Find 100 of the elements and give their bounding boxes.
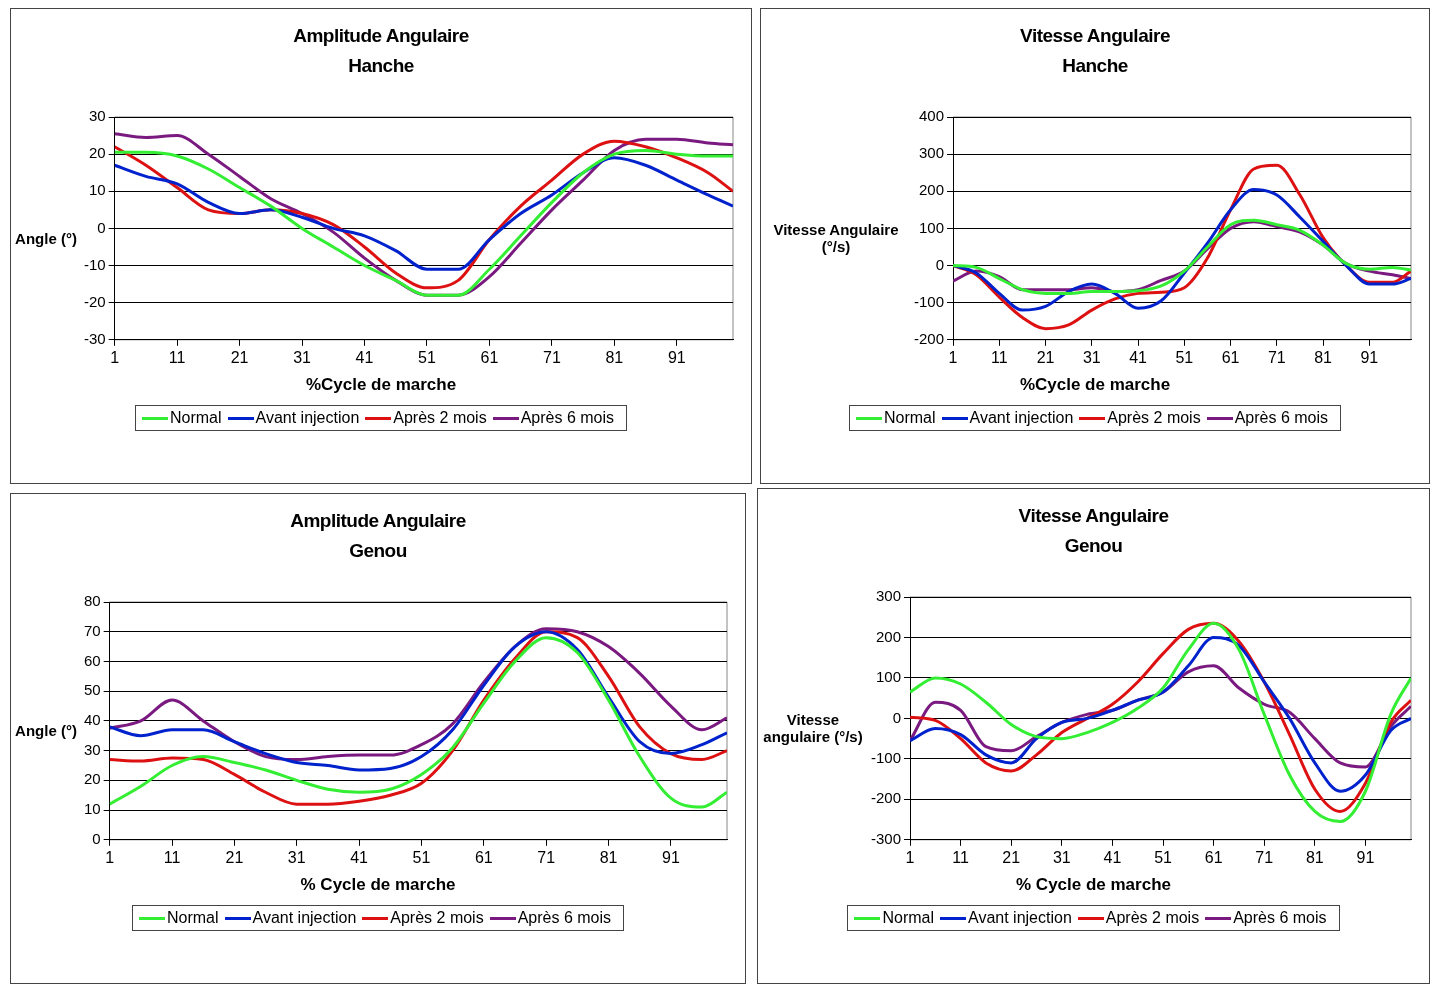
x-tick-label: 41 bbox=[355, 348, 374, 366]
y-tick-label: -30 bbox=[83, 329, 106, 347]
legend-label: Normal bbox=[883, 409, 936, 427]
chart-title: Amplitude Angulaire bbox=[289, 509, 467, 533]
x-tick-label: 61 bbox=[1221, 348, 1240, 366]
y-tick-label: 30 bbox=[88, 107, 106, 125]
chart-title: Vitesse Angulaire bbox=[1017, 504, 1170, 528]
x-tick-label: 11 bbox=[952, 848, 970, 866]
x-axis-title: %Cycle de marche bbox=[304, 375, 458, 395]
legend-label: Après 2 mois bbox=[1107, 409, 1201, 427]
chart-subtitle: Genou bbox=[348, 539, 408, 563]
legend-label: Après 6 mois bbox=[1234, 409, 1329, 427]
x-tick-label: 21 bbox=[225, 848, 244, 866]
x-tick-label: 71 bbox=[1267, 348, 1286, 366]
legend-label: Avant injection bbox=[968, 909, 1072, 927]
y-axis-title: Vitesse Angulaire (°/s) bbox=[772, 221, 900, 255]
x-tick-label: 51 bbox=[1154, 848, 1173, 866]
x-axis-title: % Cycle de marche bbox=[1015, 875, 1172, 895]
x-tick-label: 41 bbox=[1103, 848, 1122, 866]
x-tick-label: 1 bbox=[948, 348, 958, 366]
x-tick-label: 71 bbox=[537, 848, 556, 866]
x-tick-label: 31 bbox=[1082, 348, 1101, 366]
y-tick-label: -100 bbox=[870, 749, 902, 767]
y-tick-label: 100 bbox=[875, 668, 902, 686]
x-tick-label: 81 bbox=[1314, 348, 1333, 366]
legend-label: Avant injection bbox=[969, 409, 1074, 427]
y-tick-label: 200 bbox=[875, 627, 902, 645]
x-tick-label: 41 bbox=[1129, 348, 1148, 366]
x-tick-label: 11 bbox=[163, 848, 181, 866]
legend-label: Après 2 mois bbox=[393, 409, 487, 427]
x-tick-label: 31 bbox=[287, 848, 306, 866]
y-tick-label: 70 bbox=[84, 621, 101, 639]
x-tick-label: 61 bbox=[480, 348, 499, 366]
y-tick-label: 0 bbox=[935, 255, 945, 273]
y-tick-label: 0 bbox=[92, 829, 101, 847]
y-tick-label: 300 bbox=[875, 587, 902, 605]
y-tick-label: -200 bbox=[870, 789, 902, 807]
chart-title: Vitesse Angulaire bbox=[1019, 24, 1171, 48]
x-tick-label: 91 bbox=[667, 348, 686, 366]
legend-label: Normal bbox=[166, 909, 219, 927]
x-tick-label: 1 bbox=[110, 348, 120, 366]
x-tick-label: 51 bbox=[418, 348, 436, 366]
x-axis-title: %Cycle de marche bbox=[1018, 375, 1172, 395]
chart-subtitle: Hanche bbox=[1061, 54, 1129, 78]
chart-subtitle: Genou bbox=[1063, 534, 1124, 558]
legend-label: Après 6 mois bbox=[520, 409, 615, 427]
x-tick-label: 91 bbox=[1360, 348, 1379, 366]
x-tick-label: 21 bbox=[230, 348, 249, 366]
legend-label: Après 6 mois bbox=[517, 909, 612, 927]
legend-label: Après 6 mois bbox=[1233, 909, 1327, 927]
x-tick-label: 51 bbox=[1175, 348, 1194, 366]
y-axis-title: Vitesse angulaire (°/s) bbox=[762, 711, 864, 745]
x-tick-label: 91 bbox=[661, 848, 680, 866]
legend-label: Avant injection bbox=[255, 409, 360, 427]
legend-label: Après 2 mois bbox=[1105, 909, 1200, 927]
x-axis-title: % Cycle de marche bbox=[299, 875, 457, 895]
chart-subtitle: Hanche bbox=[347, 54, 415, 78]
y-tick-label: -10 bbox=[83, 255, 106, 273]
y-tick-label: 20 bbox=[88, 144, 106, 162]
y-tick-label: 400 bbox=[918, 107, 945, 125]
x-tick-label: 31 bbox=[293, 348, 312, 366]
y-tick-label: -200 bbox=[913, 329, 945, 347]
legend-label: Après 2 mois bbox=[390, 909, 484, 927]
x-tick-label: 71 bbox=[542, 348, 561, 366]
y-tick-label: 50 bbox=[84, 681, 101, 699]
x-tick-label: 81 bbox=[605, 348, 624, 366]
x-tick-label: 81 bbox=[1305, 848, 1324, 866]
x-tick-label: 41 bbox=[350, 848, 369, 866]
y-tick-label: 200 bbox=[918, 181, 945, 199]
x-tick-label: 1 bbox=[905, 848, 915, 866]
x-tick-label: 11 bbox=[168, 348, 186, 366]
x-tick-label: 61 bbox=[474, 848, 493, 866]
legend-label: Avant injection bbox=[252, 909, 357, 927]
y-tick-label: 100 bbox=[918, 218, 945, 236]
y-tick-label: 10 bbox=[88, 181, 106, 199]
x-tick-label: 21 bbox=[1002, 848, 1021, 866]
x-tick-label: 51 bbox=[412, 848, 431, 866]
y-tick-label: 300 bbox=[918, 144, 945, 162]
y-axis-title: Angle (°) bbox=[14, 722, 78, 739]
x-tick-label: 11 bbox=[990, 348, 1008, 366]
x-tick-label: 91 bbox=[1356, 848, 1375, 866]
y-tick-label: 40 bbox=[84, 711, 101, 729]
y-tick-label: 0 bbox=[892, 708, 902, 726]
y-axis-title: Angle (°) bbox=[14, 229, 78, 247]
y-tick-label: 60 bbox=[84, 651, 101, 669]
x-tick-label: 71 bbox=[1255, 848, 1274, 866]
x-tick-label: 1 bbox=[105, 848, 115, 866]
y-tick-label: 10 bbox=[84, 800, 101, 818]
legend-label: Normal bbox=[882, 909, 935, 927]
x-tick-label: 21 bbox=[1036, 348, 1055, 366]
x-tick-label: 61 bbox=[1204, 848, 1223, 866]
x-tick-label: 81 bbox=[599, 848, 618, 866]
y-tick-label: -100 bbox=[913, 292, 945, 310]
legend-label: Normal bbox=[169, 409, 222, 427]
y-tick-label: 0 bbox=[97, 218, 106, 236]
y-tick-label: -300 bbox=[870, 829, 902, 847]
chart-title: Amplitude Angulaire bbox=[292, 24, 470, 48]
y-tick-label: 30 bbox=[84, 740, 101, 758]
y-tick-label: 80 bbox=[84, 592, 101, 610]
y-tick-label: -20 bbox=[83, 292, 106, 310]
